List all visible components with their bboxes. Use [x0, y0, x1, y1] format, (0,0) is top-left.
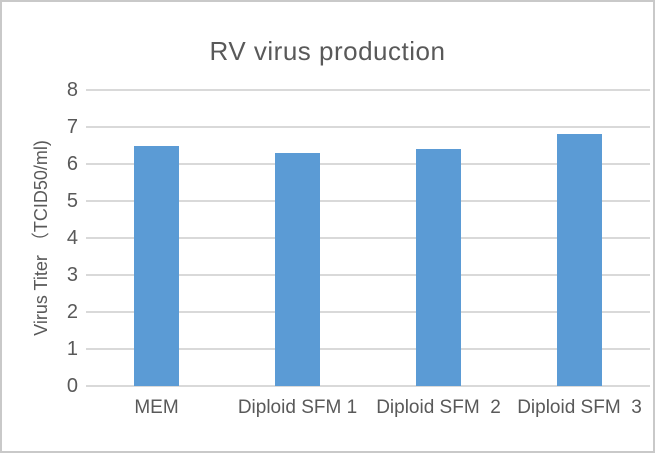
gridline — [86, 348, 650, 350]
gridline — [86, 126, 650, 128]
bar-diploid-sfm-2 — [416, 149, 461, 386]
gridline — [86, 274, 650, 276]
y-tick-label: 6 — [66, 153, 78, 175]
gridline — [86, 311, 650, 313]
y-tick-label: 0 — [66, 375, 78, 397]
y-tick-label: 1 — [66, 338, 78, 360]
y-tick-label: 4 — [66, 227, 78, 249]
y-tick-label: 3 — [66, 264, 78, 286]
y-tick-label: 2 — [66, 301, 78, 323]
bar-diploid-sfm-1 — [275, 152, 320, 386]
bar-mem — [134, 145, 179, 386]
gridline — [86, 163, 650, 165]
x-tick-label: MEM — [134, 397, 179, 418]
y-tick-label: 5 — [66, 190, 78, 212]
x-tick-label: Diploid SFM 3 — [517, 397, 642, 418]
y-tick-label: 7 — [66, 116, 78, 138]
x-tick-label: Diploid SFM 2 — [376, 397, 501, 418]
gridline — [86, 200, 650, 202]
chart-title: RV virus production — [209, 36, 446, 66]
gridline — [86, 237, 650, 239]
gridline — [86, 89, 650, 91]
y-tick-label: 8 — [66, 79, 78, 101]
x-axis-line — [86, 385, 650, 387]
x-tick-label: Diploid SFM 1 — [237, 397, 358, 418]
plot-area — [86, 89, 650, 387]
bar-diploid-sfm-3 — [557, 134, 602, 386]
